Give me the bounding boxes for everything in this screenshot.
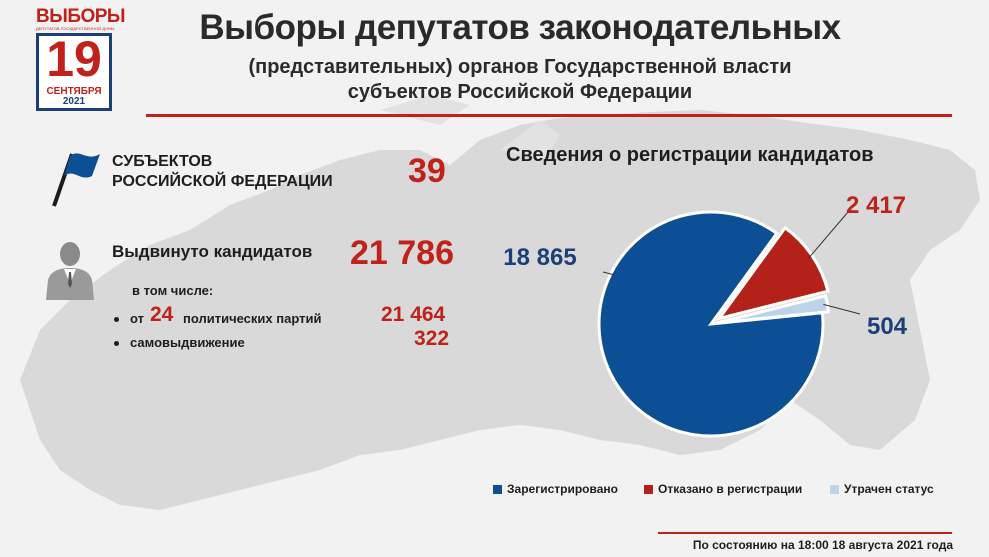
parties-prefix: от <box>130 311 144 326</box>
pie-leader-line <box>602 271 615 276</box>
pie-label-refused: 2 417 <box>846 192 906 219</box>
logo-month: СЕНТЯБРЯ <box>46 86 102 97</box>
self-nomination-value: 322 <box>414 327 450 350</box>
candidates-label: Выдвинуто кандидатов <box>112 242 313 261</box>
pie-leader-line <box>808 211 849 259</box>
pie-slice-registered <box>597 210 825 438</box>
pie-leader-line <box>823 303 861 315</box>
legend-swatch-lost-status <box>830 484 839 494</box>
page-title: Выборы депутатов законодательных <box>199 8 841 47</box>
parties-value: 21 464 <box>381 303 446 326</box>
legend-label-registered: Зарегистрировано <box>507 482 618 496</box>
legend-swatch-refused <box>644 484 653 494</box>
legend-label-refused: Отказано в регистрации <box>658 482 803 496</box>
legend-item-refused: Отказано в регистрации <box>644 482 802 496</box>
pie-slice-lost-status <box>716 293 830 325</box>
pie-label-lost-status: 504 <box>867 313 908 340</box>
pie-slice-refused <box>715 225 830 321</box>
footer-divider <box>658 532 952 534</box>
legend-item-lost-status: Утрачен статус <box>830 482 934 496</box>
subjects-label-line2: РОССИЙСКОЙ ФЕДЕРАЦИИ <box>112 173 333 190</box>
pie-label-registered: 18 865 <box>503 244 576 271</box>
legend-swatch-registered <box>493 484 502 494</box>
flag-icon <box>52 153 100 207</box>
footer-note: По состоянию на 18:00 18 августа 2021 го… <box>692 538 953 552</box>
subjects-value: 39 <box>408 152 446 190</box>
logo-date-box: 19 СЕНТЯБРЯ 2021 <box>36 31 112 111</box>
logo-title: ВЫБОРЫ <box>36 6 126 27</box>
logo-year: 2021 <box>62 96 86 107</box>
header-divider <box>146 114 952 117</box>
logo-subtitle: ДЕПУТАТОВ ГОСУДАРСТВЕННОЙ ДУМЫ <box>36 26 115 31</box>
subjects-label-line1: СУБЪЕКТОВ <box>112 153 213 170</box>
election-logo: ВЫБОРЫ ДЕПУТАТОВ ГОСУДАРСТВЕННОЙ ДУМЫ 19… <box>36 6 126 111</box>
self-nomination-label: самовыдвижение <box>130 335 245 350</box>
person-icon <box>46 242 94 300</box>
parties-count: 24 <box>150 303 174 326</box>
parties-suffix: политических партий <box>183 311 322 326</box>
chart-title: Сведения о регистрации кандидатов <box>506 144 874 166</box>
legend-label-lost-status: Утрачен статус <box>844 482 934 496</box>
logo-day: 19 <box>46 31 102 87</box>
candidates-value: 21 786 <box>350 234 454 272</box>
page-subtitle-line2: субъектов Российской Федерации <box>347 81 693 103</box>
bullet-parties <box>114 317 119 322</box>
page-subtitle-line1: (представительных) органов Государственн… <box>248 56 792 78</box>
legend-item-registered: Зарегистрировано <box>493 482 618 496</box>
bullet-self <box>114 341 119 346</box>
including-label: в том числе: <box>132 283 214 298</box>
